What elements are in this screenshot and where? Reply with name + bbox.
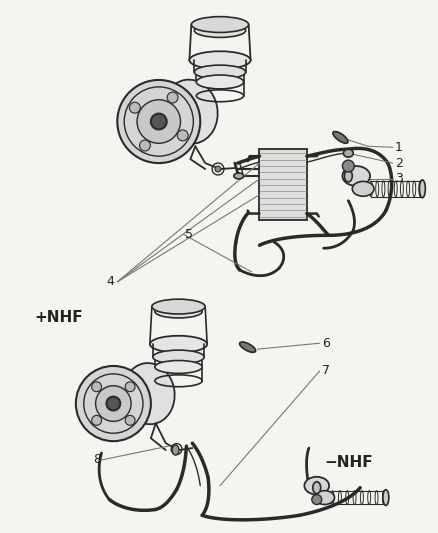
Circle shape xyxy=(140,140,150,151)
Ellipse shape xyxy=(352,181,374,196)
Circle shape xyxy=(92,382,102,392)
Circle shape xyxy=(215,166,221,172)
Ellipse shape xyxy=(343,166,370,186)
Circle shape xyxy=(312,495,321,505)
Ellipse shape xyxy=(155,360,202,374)
Text: 7: 7 xyxy=(321,365,330,377)
Ellipse shape xyxy=(189,51,251,69)
Circle shape xyxy=(92,415,102,425)
Ellipse shape xyxy=(163,79,218,144)
Ellipse shape xyxy=(333,132,348,143)
Ellipse shape xyxy=(152,299,205,314)
Ellipse shape xyxy=(383,490,389,505)
Circle shape xyxy=(177,130,188,141)
Ellipse shape xyxy=(196,75,244,89)
Circle shape xyxy=(129,102,140,113)
Ellipse shape xyxy=(313,482,321,494)
Text: +NHF: +NHF xyxy=(34,310,83,325)
Ellipse shape xyxy=(191,17,249,33)
Circle shape xyxy=(125,415,135,425)
Circle shape xyxy=(151,114,167,130)
Text: 6: 6 xyxy=(321,337,329,350)
Text: 5: 5 xyxy=(185,228,194,241)
Text: 3: 3 xyxy=(395,172,403,185)
Circle shape xyxy=(125,382,135,392)
Circle shape xyxy=(117,80,200,163)
Ellipse shape xyxy=(172,445,179,455)
Circle shape xyxy=(137,100,180,143)
Circle shape xyxy=(95,386,131,422)
Text: 4: 4 xyxy=(106,276,114,288)
Ellipse shape xyxy=(420,180,425,198)
Circle shape xyxy=(167,92,178,103)
Text: 2: 2 xyxy=(395,157,403,169)
Text: 8: 8 xyxy=(94,454,102,466)
Ellipse shape xyxy=(344,170,352,182)
Ellipse shape xyxy=(153,350,204,364)
Ellipse shape xyxy=(234,173,244,179)
Ellipse shape xyxy=(315,491,335,505)
Circle shape xyxy=(343,160,354,172)
Ellipse shape xyxy=(194,23,246,37)
Ellipse shape xyxy=(155,305,202,318)
Circle shape xyxy=(76,366,151,441)
Text: 1: 1 xyxy=(395,141,403,154)
Ellipse shape xyxy=(194,65,246,79)
Text: −NHF: −NHF xyxy=(325,455,373,471)
Ellipse shape xyxy=(240,342,256,352)
Ellipse shape xyxy=(150,336,207,353)
Ellipse shape xyxy=(343,149,353,157)
Ellipse shape xyxy=(123,363,175,424)
Ellipse shape xyxy=(304,477,329,495)
Circle shape xyxy=(106,397,120,410)
Bar xyxy=(259,149,307,221)
